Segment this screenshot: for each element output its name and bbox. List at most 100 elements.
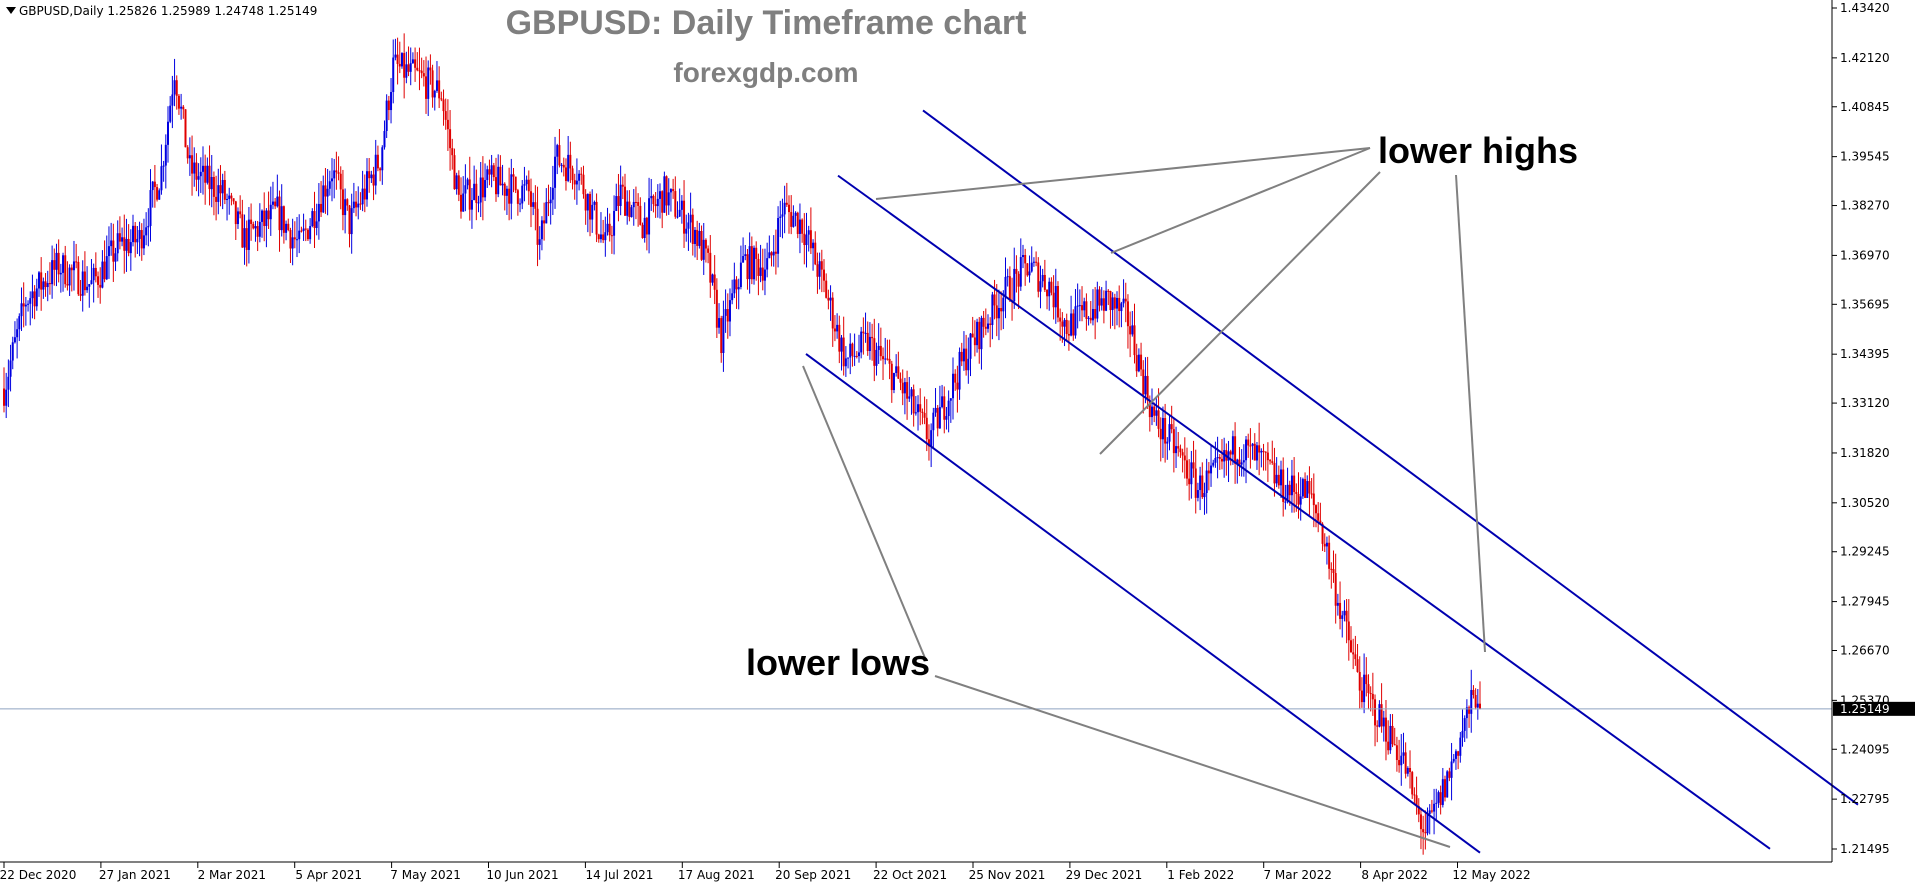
candle-body <box>449 129 452 149</box>
dropdown-triangle-icon[interactable] <box>6 7 16 14</box>
candle-body <box>1210 465 1213 474</box>
candle-body <box>663 176 666 213</box>
candle-body <box>188 155 191 159</box>
candle-body <box>1424 832 1427 834</box>
current-price-badge <box>1833 701 1915 716</box>
candle-body <box>149 190 152 226</box>
candle-body <box>431 70 434 98</box>
candle-body <box>704 239 707 249</box>
candle-body <box>1255 445 1258 461</box>
candle-body <box>1065 319 1068 334</box>
candle-body <box>608 223 611 236</box>
candle-body <box>317 203 320 222</box>
candle-body <box>1164 418 1167 444</box>
candle-body <box>142 235 145 249</box>
candle-body <box>1054 285 1057 308</box>
candle-body <box>604 232 607 241</box>
candle-body <box>707 248 710 253</box>
candle-body <box>573 180 576 185</box>
candle-body <box>917 404 920 413</box>
x-tick-label: 17 Aug 2021 <box>678 868 755 882</box>
candle-body <box>1148 400 1151 418</box>
candle-body <box>1019 257 1022 287</box>
candle-body <box>1343 610 1346 616</box>
candle-body <box>1446 771 1449 798</box>
candle-body <box>796 212 799 234</box>
low-value: 1.24748 <box>214 4 264 18</box>
candle-body <box>742 256 745 263</box>
candle-body <box>241 214 244 248</box>
candle-body <box>64 255 67 285</box>
candle-body <box>1448 771 1451 778</box>
candle-body <box>923 412 926 418</box>
candle-body <box>954 373 957 383</box>
candle-body <box>1284 501 1287 503</box>
candle-body <box>151 181 154 191</box>
candle-body <box>62 255 65 273</box>
candle-body <box>1129 326 1132 335</box>
candle-body <box>466 179 469 186</box>
candle-body <box>669 189 672 193</box>
candle-body <box>1004 276 1007 298</box>
candle-body <box>1391 725 1394 745</box>
candle-body <box>1000 307 1003 312</box>
candle-body <box>927 439 930 447</box>
candle-body <box>418 70 421 72</box>
candle-body <box>444 111 447 120</box>
y-tick-label: 1.35695 <box>1840 297 1890 311</box>
candle-body <box>1349 640 1352 653</box>
candle-body <box>1339 602 1342 619</box>
candle-body <box>280 206 283 231</box>
candle-body <box>864 332 867 334</box>
candle-body <box>1096 289 1099 319</box>
candle-body <box>693 229 696 244</box>
candle-body <box>746 254 749 280</box>
candle-body <box>711 274 714 283</box>
candle-body <box>48 283 51 285</box>
candle-body <box>1461 730 1464 738</box>
candle-body <box>1151 406 1153 418</box>
candle-body <box>798 219 801 234</box>
candle-body <box>293 237 296 240</box>
candle-body <box>634 201 637 203</box>
candle-body <box>1341 615 1344 619</box>
candle-body <box>107 246 110 257</box>
candle-body <box>352 201 355 209</box>
candle-body <box>1046 289 1049 297</box>
candle-body <box>195 162 198 180</box>
candle-body <box>569 154 572 169</box>
candle-body <box>805 234 808 246</box>
candle-body <box>116 233 119 254</box>
candle-body <box>121 237 124 242</box>
candle-body <box>1039 281 1042 292</box>
candle-body <box>575 180 578 185</box>
candle-body <box>763 269 766 281</box>
candle-body <box>1441 779 1444 805</box>
y-tick-label: 1.21495 <box>1840 842 1890 856</box>
candle-body <box>1056 285 1059 318</box>
candle-body <box>1072 313 1075 336</box>
candle-body <box>1098 289 1101 306</box>
candle-body <box>341 189 344 216</box>
candle-body <box>978 321 981 350</box>
candle-body <box>1317 513 1320 521</box>
candle-body <box>442 99 445 112</box>
candle-body <box>339 173 342 190</box>
candle-body <box>1194 468 1197 498</box>
candle-body <box>420 70 423 74</box>
candle-body <box>344 199 347 216</box>
candle-body <box>379 168 382 171</box>
annotation-pointer-line <box>1110 147 1371 254</box>
candle-body <box>1113 297 1116 309</box>
annotation-pointer-line <box>934 675 1451 848</box>
candle-body <box>59 272 62 275</box>
candle-body <box>1347 621 1350 641</box>
candle-body <box>538 239 541 245</box>
candle-body <box>1306 481 1309 498</box>
candle-body <box>680 200 683 210</box>
candle-body <box>1328 542 1331 569</box>
candle-body <box>919 404 922 412</box>
candle-body <box>1402 752 1405 756</box>
candle-body <box>475 183 478 203</box>
